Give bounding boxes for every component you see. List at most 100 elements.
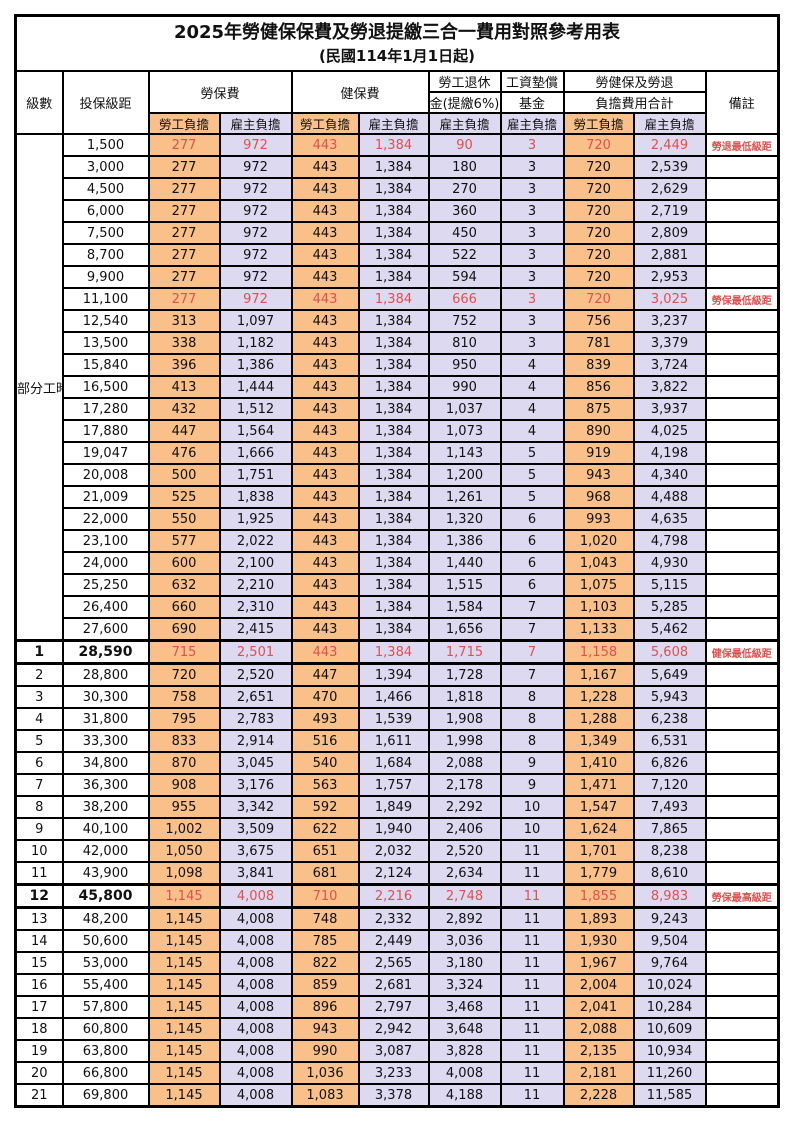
cell-pension-employer: 3,648: [427, 1017, 502, 1041]
cell-labor-employee: 277: [147, 199, 221, 223]
cell-total-employee: 1,349: [562, 729, 635, 753]
cell-bracket: 3,000: [61, 155, 150, 179]
table-row: 23,100 577 2,022 443 1,384 1,386 6 1,020 4,798: [16, 529, 780, 553]
cell-level: 19: [14, 1039, 64, 1063]
cell-labor-employer: 1,838: [218, 485, 293, 509]
cell-remark: [704, 397, 780, 421]
table-row: 6,000 277 972 443 1,384 360 3 720 2,719: [16, 199, 780, 223]
cell-remark: [704, 839, 780, 863]
cell-pension-employer: 1,073: [427, 419, 502, 443]
cell-labor-employer: 972: [218, 133, 293, 157]
cell-labor-employee: 1,145: [147, 995, 221, 1019]
cell-wage-fund-employer: 9: [499, 751, 565, 775]
cell-pension-employer: 950: [427, 353, 502, 377]
cell-total-employer: 6,238: [632, 707, 707, 731]
cell-health-employer: 2,681: [357, 973, 430, 997]
cell-pension-employer: 270: [427, 177, 502, 201]
cell-remark: [704, 729, 780, 753]
cell-bracket: 9,900: [61, 265, 150, 289]
cell-health-employee: 651: [290, 839, 360, 863]
header-health-employee: 勞工負擔: [290, 112, 360, 135]
cell-bracket: 50,600: [61, 929, 150, 953]
header-total-employer: 雇主負擔: [632, 112, 707, 135]
cell-health-employee: 443: [290, 617, 360, 642]
cell-labor-employee: 1,145: [147, 883, 221, 909]
cell-wage-fund-employer: 11: [499, 929, 565, 953]
cell-bracket: 1,500: [61, 133, 150, 157]
cell-total-employee: 1,967: [562, 951, 635, 975]
cell-pension-employer: 3,828: [427, 1039, 502, 1063]
cell-health-employer: 2,216: [357, 883, 430, 909]
cell-health-employee: 443: [290, 551, 360, 575]
cell-wage-fund-employer: 5: [499, 485, 565, 509]
cell-health-employer: 1,384: [357, 221, 430, 245]
cell-health-employee: 443: [290, 397, 360, 421]
cell-labor-employer: 2,310: [218, 595, 293, 619]
table-row: 13,500 338 1,182 443 1,384 810 3 781 3,379: [16, 331, 780, 355]
header-labor-employer: 雇主負擔: [218, 112, 293, 135]
cell-labor-employer: 2,501: [218, 639, 293, 665]
cell-pension-employer: 2,634: [427, 861, 502, 886]
cell-labor-employer: 4,008: [218, 1017, 293, 1041]
cell-health-employer: 1,384: [357, 375, 430, 399]
cell-pension-employer: 2,406: [427, 817, 502, 841]
cell-bracket: 60,800: [61, 1017, 150, 1041]
cell-health-employee: 443: [290, 133, 360, 157]
cell-labor-employer: 1,666: [218, 441, 293, 465]
cell-level: 1: [14, 639, 64, 665]
cell-total-employee: 1,167: [562, 662, 635, 687]
cell-level: 3: [14, 685, 64, 709]
cell-health-employee: 990: [290, 1039, 360, 1063]
cell-pension-employer: 522: [427, 243, 502, 267]
cell-pension-employer: 1,037: [427, 397, 502, 421]
cell-pension-employer: 2,292: [427, 795, 502, 819]
cell-labor-employer: 1,444: [218, 375, 293, 399]
cell-health-employee: 443: [290, 441, 360, 465]
cell-bracket: 27,600: [61, 617, 150, 642]
cell-total-employee: 756: [562, 309, 635, 333]
cell-labor-employer: 2,914: [218, 729, 293, 753]
cell-health-employer: 2,032: [357, 839, 430, 863]
cell-total-employer: 2,953: [632, 265, 707, 289]
cell-labor-employer: 1,751: [218, 463, 293, 487]
cell-total-employer: 6,531: [632, 729, 707, 753]
cell-total-employer: 4,488: [632, 485, 707, 509]
cell-pension-employer: 666: [427, 287, 502, 311]
cell-total-employer: 4,930: [632, 551, 707, 575]
cell-labor-employee: 1,145: [147, 1039, 221, 1063]
header-remark: 備註: [704, 70, 780, 135]
cell-labor-employee: 277: [147, 221, 221, 245]
cell-total-employer: 6,826: [632, 751, 707, 775]
cell-total-employer: 3,025: [632, 287, 707, 311]
cell-level: 20: [14, 1061, 64, 1085]
table-row: 9,900 277 972 443 1,384 594 3 720 2,953: [16, 265, 780, 289]
table-row: 24,000 600 2,100 443 1,384 1,440 6 1,043 4,930: [16, 551, 780, 575]
cell-bracket: 20,008: [61, 463, 150, 487]
cell-wage-fund-employer: 10: [499, 795, 565, 819]
cell-total-employer: 7,493: [632, 795, 707, 819]
cell-pension-employer: 360: [427, 199, 502, 223]
cell-total-employee: 2,088: [562, 1017, 635, 1041]
cell-wage-fund-employer: 7: [499, 595, 565, 619]
cell-remark: 勞退最低級距: [704, 133, 780, 157]
cell-health-employee: 540: [290, 751, 360, 775]
cell-total-employee: 1,158: [562, 639, 635, 665]
cell-wage-fund-employer: 11: [499, 1061, 565, 1085]
cell-health-employee: 443: [290, 595, 360, 619]
cell-health-employee: 443: [290, 507, 360, 531]
cell-total-employer: 4,798: [632, 529, 707, 553]
cell-health-employee: 710: [290, 883, 360, 909]
cell-bracket: 7,500: [61, 221, 150, 245]
table-row: 18 60,800 1,145 4,008 943 2,942 3,648 11 2,088 10…: [14, 1017, 780, 1041]
cell-bracket: 28,800: [61, 662, 150, 687]
cell-health-employer: 1,849: [357, 795, 430, 819]
table-row: 8 38,200 955 3,342 592 1,849 2,292 10 1,547 7,493: [14, 795, 780, 819]
cell-level: 11: [14, 861, 64, 886]
cell-wage-fund-employer: 6: [499, 551, 565, 575]
table-row: 3,000 277 972 443 1,384 180 3 720 2,539: [16, 155, 780, 179]
cell-total-employer: 8,610: [632, 861, 707, 886]
table-row: 15,840 396 1,386 443 1,384 950 4 839 3,724: [16, 353, 780, 377]
cell-total-employer: 5,462: [632, 617, 707, 642]
cell-wage-fund-employer: 11: [499, 995, 565, 1019]
